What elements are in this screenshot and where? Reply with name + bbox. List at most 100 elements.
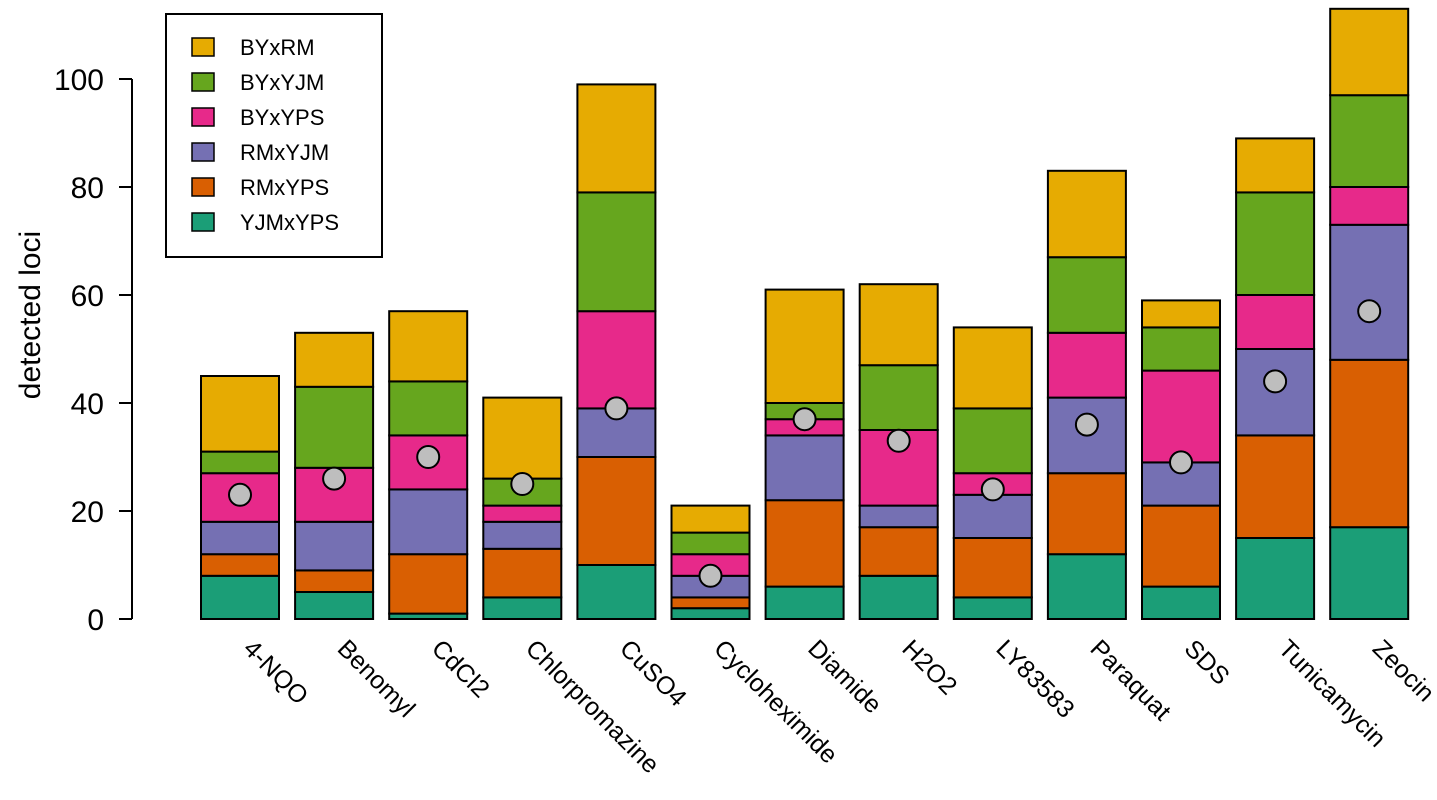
bar-segment-4-nqo-rmxyps — [200, 553, 280, 577]
bar-segment-chlorpromazine-yjmxyps — [482, 596, 563, 621]
bar-segment-paraquat-yjmxyps — [1046, 553, 1127, 621]
legend-label-rmxyps: RMxYPS — [240, 175, 329, 200]
y-tick-label: 40 — [71, 388, 104, 421]
bar-segment-ly83583-yjmxyps — [952, 596, 1033, 621]
bar-segment-zeocin-rmxyps — [1329, 358, 1410, 529]
mean-point-paraquat — [1074, 412, 1099, 437]
x-tick-label-4-nqo: 4-NQO — [238, 634, 314, 710]
bar-segment-paraquat-byxyps — [1046, 331, 1127, 399]
bar-segment-chlorpromazine-rmxyjm — [482, 520, 563, 550]
bar-segment-cuso4-byxyjm — [576, 191, 657, 313]
bar-segment-tunicamycin-byxrm — [1235, 137, 1316, 194]
bar-segment-4-nqo-yjmxyps — [200, 574, 280, 620]
bars — [200, 7, 1410, 621]
bar-segment-cdcl2-byxyjm — [388, 380, 469, 437]
legend-label-byxrm: BYxRM — [240, 35, 315, 60]
bar-segment-4-nqo-byxyjm — [200, 450, 280, 475]
bar-segment-benomyl-byxyjm — [294, 385, 375, 469]
x-tick-label-h2o2: H2O2 — [896, 634, 962, 700]
mean-point-ly83583 — [980, 477, 1005, 502]
x-tick-label-sds: SDS — [1179, 634, 1235, 690]
x-tick-label-cdcl2: CdCl2 — [426, 634, 495, 703]
bar-segment-cuso4-rmxyps — [576, 456, 657, 566]
bar-segment-zeocin-byxyjm — [1329, 94, 1410, 188]
legend-label-yjmxyps: YJMxYPS — [240, 210, 339, 235]
legend-swatch-yjmxyps — [191, 212, 215, 232]
bar-segment-paraquat-rmxyps — [1046, 472, 1127, 556]
bar-segment-cdcl2-rmxyps — [388, 553, 469, 615]
bar-segment-diamide-rmxyps — [764, 499, 845, 588]
bar-segment-sds-byxrm — [1141, 299, 1221, 329]
legend-swatch-byxrm — [191, 37, 215, 57]
bar-segment-tunicamycin-byxyjm — [1235, 191, 1316, 296]
x-tick-label-cuso4: CuSO4 — [614, 634, 692, 712]
bar-segment-tunicamycin-rmxyps — [1235, 434, 1316, 539]
bar-segment-cycloheximide-rmxyps — [670, 596, 751, 610]
mean-point-h2o2 — [886, 428, 911, 453]
bar-segment-h2o2-byxrm — [858, 283, 939, 367]
mean-point-chlorpromazine — [510, 472, 535, 496]
x-tick-label-ly83583: LY83583 — [991, 634, 1080, 723]
bar-segment-zeocin-rmxyjm — [1329, 223, 1410, 361]
bar-segment-h2o2-rmxyps — [858, 526, 939, 577]
bar-segment-diamide-rmxyjm — [764, 434, 845, 502]
mean-point-cycloheximide — [698, 563, 723, 588]
bar-segment-h2o2-yjmxyps — [858, 574, 939, 620]
bar-segment-diamide-byxrm — [764, 288, 845, 405]
bar-segment-zeocin-yjmxyps — [1329, 526, 1410, 621]
legend-swatch-rmxyjm — [191, 142, 215, 162]
mean-point-tunicamycin — [1263, 369, 1288, 394]
legend-label-byxyjm: BYxYJM — [240, 70, 324, 95]
bar-segment-chlorpromazine-byxrm — [482, 396, 563, 480]
bar-segment-chlorpromazine-byxyps — [482, 504, 563, 523]
bar-segment-zeocin-byxrm — [1329, 7, 1410, 97]
legend: BYxRM BYxYJM BYxYPS RMxYJM RMxYPS YJMxYPS — [165, 13, 383, 258]
mean-point-diamide — [792, 407, 817, 432]
bar-segment-4-nqo-byxrm — [200, 375, 280, 453]
mean-points — [228, 299, 1382, 588]
y-tick-label: 20 — [71, 496, 104, 529]
bar-segment-paraquat-byxyjm — [1046, 256, 1127, 334]
bar-segment-diamide-yjmxyps — [764, 585, 845, 620]
x-tick-label-benomyl: Benomyl — [332, 634, 421, 723]
bar-segment-h2o2-byxyjm — [858, 364, 939, 432]
bar-segment-benomyl-yjmxyps — [294, 591, 375, 620]
bar-segment-h2o2-rmxyjm — [858, 504, 939, 529]
y-tick-label: 60 — [71, 280, 104, 313]
mean-point-cuso4 — [604, 396, 629, 421]
bar-segment-sds-yjmxyps — [1141, 585, 1221, 620]
bar-segment-chlorpromazine-rmxyps — [482, 547, 563, 599]
y-tick-label: 0 — [87, 604, 104, 637]
bar-segment-sds-byxyjm — [1141, 326, 1221, 372]
bar-segment-cdcl2-rmxyjm — [388, 488, 469, 556]
bar-segment-sds-byxyps — [1141, 369, 1221, 464]
x-tick-label-paraquat: Paraquat — [1085, 634, 1177, 726]
x-tick-label-diamide: Diamide — [802, 634, 887, 719]
mean-point-sds — [1169, 450, 1193, 475]
legend-label-rmxyjm: RMxYJM — [240, 140, 329, 165]
bar-segment-ly83583-byxrm — [952, 326, 1033, 410]
x-tick-label-zeocin: Zeocin — [1367, 634, 1437, 707]
mean-point-zeocin — [1357, 299, 1382, 324]
legend-swatch-byxyjm — [191, 72, 215, 92]
bar-segment-cuso4-yjmxyps — [576, 564, 657, 620]
y-axis: 0 20 40 60 80 100 — [54, 64, 133, 637]
bar-segment-sds-rmxyps — [1141, 504, 1221, 588]
bar-segment-cycloheximide-byxrm — [670, 504, 751, 534]
bar-segment-cycloheximide-yjmxyps — [670, 607, 751, 621]
bar-segment-zeocin-byxyps — [1329, 186, 1410, 226]
bar-segment-benomyl-rmxyjm — [294, 520, 375, 572]
y-axis-title: detected loci — [14, 231, 47, 399]
bar-segment-benomyl-rmxyps — [294, 569, 375, 594]
bar-segment-cuso4-byxrm — [576, 83, 657, 194]
bar-segment-ly83583-byxyjm — [952, 407, 1033, 475]
bar-segment-paraquat-byxrm — [1046, 169, 1127, 259]
bar-segment-ly83583-rmxyps — [952, 537, 1033, 599]
legend-swatch-rmxyps — [191, 177, 215, 197]
bar-segment-cuso4-byxyps — [576, 310, 657, 410]
bar-segment-cdcl2-byxrm — [388, 310, 469, 383]
mean-point-benomyl — [322, 466, 347, 491]
bar-segment-tunicamycin-byxyps — [1235, 294, 1316, 350]
